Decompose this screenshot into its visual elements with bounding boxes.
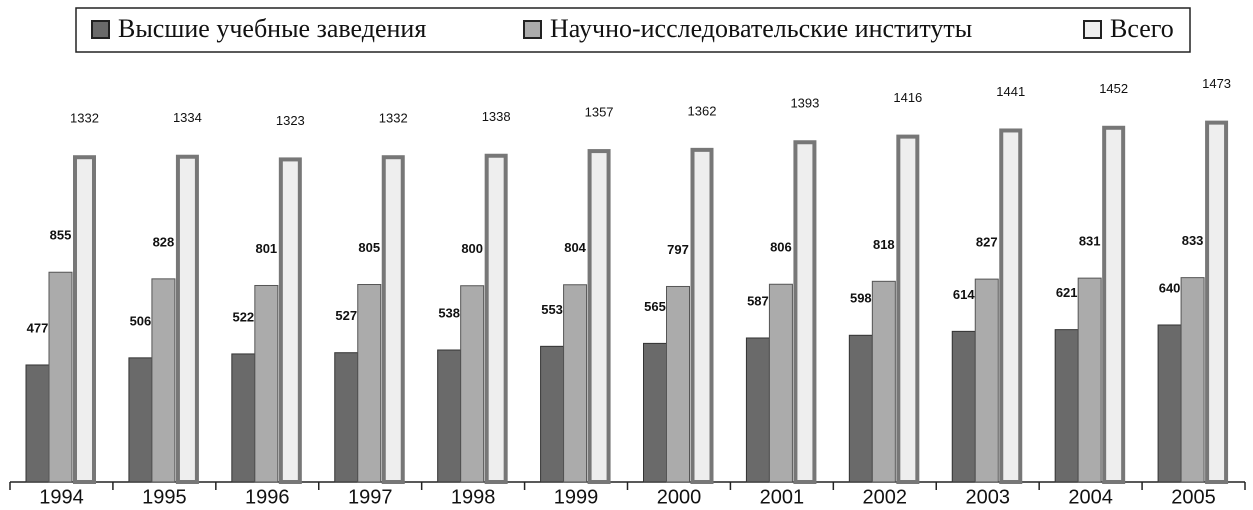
value-label: 827 bbox=[976, 235, 998, 250]
bar bbox=[381, 155, 405, 484]
bar bbox=[666, 285, 690, 483]
value-label: 1323 bbox=[276, 113, 305, 128]
bar bbox=[357, 284, 382, 483]
value-label: 1441 bbox=[996, 84, 1025, 99]
legend-box bbox=[75, 7, 1191, 53]
value-label: 801 bbox=[255, 241, 277, 256]
legend-swatch bbox=[91, 20, 110, 39]
bar bbox=[151, 278, 176, 483]
value-label: 1473 bbox=[1202, 76, 1231, 91]
legend-swatch bbox=[523, 20, 542, 39]
x-tick-label: 1998 bbox=[451, 486, 496, 508]
value-label: 1362 bbox=[688, 103, 717, 118]
value-label: 1357 bbox=[585, 105, 614, 120]
bar bbox=[871, 280, 896, 483]
bar bbox=[1102, 125, 1126, 484]
value-label: 831 bbox=[1079, 234, 1101, 249]
value-label: 805 bbox=[358, 240, 380, 255]
value-label: 1332 bbox=[379, 111, 408, 126]
bar bbox=[643, 342, 667, 483]
bar bbox=[254, 284, 279, 483]
bar bbox=[848, 334, 873, 483]
bar bbox=[896, 134, 920, 484]
bar bbox=[563, 284, 588, 483]
bar bbox=[540, 345, 565, 483]
value-label: 1332 bbox=[70, 111, 99, 126]
legend-swatch bbox=[1083, 20, 1102, 39]
x-tick-label: 1997 bbox=[348, 486, 393, 508]
bar bbox=[175, 154, 199, 484]
bar bbox=[48, 271, 73, 483]
bar bbox=[484, 153, 508, 485]
value-label: 797 bbox=[667, 242, 689, 257]
value-label: 1334 bbox=[173, 110, 202, 125]
x-tick-label: 2002 bbox=[863, 486, 908, 508]
bar bbox=[951, 330, 976, 483]
x-tick-label: 1994 bbox=[39, 486, 84, 508]
legend-label: Всего bbox=[1110, 14, 1174, 43]
value-label: 1338 bbox=[482, 109, 511, 124]
x-tick-label: 2004 bbox=[1068, 486, 1113, 508]
bar bbox=[437, 349, 462, 483]
bar bbox=[768, 283, 793, 483]
bar bbox=[999, 128, 1023, 484]
bar bbox=[278, 157, 302, 484]
value-label: 522 bbox=[232, 309, 254, 324]
bar bbox=[1180, 277, 1205, 483]
value-label: 614 bbox=[953, 287, 975, 302]
bar bbox=[974, 278, 999, 483]
legend-label: Научно-исследовательские институты bbox=[550, 14, 972, 43]
value-label: 1393 bbox=[790, 96, 819, 111]
bar bbox=[334, 352, 359, 483]
x-tick-label: 2005 bbox=[1171, 486, 1216, 508]
bar bbox=[128, 357, 153, 483]
value-label: 640 bbox=[1159, 280, 1181, 295]
x-tick-label: 1996 bbox=[245, 486, 290, 508]
value-label: 1416 bbox=[893, 90, 922, 105]
value-label: 828 bbox=[153, 234, 175, 249]
bar bbox=[690, 147, 714, 485]
bar bbox=[1054, 329, 1079, 483]
value-label: 538 bbox=[438, 305, 460, 320]
value-label: 1452 bbox=[1099, 81, 1128, 96]
value-label: 477 bbox=[27, 320, 49, 335]
bar bbox=[231, 353, 256, 483]
x-tick-label: 1995 bbox=[142, 486, 187, 508]
bar bbox=[1205, 120, 1229, 485]
x-tick-label: 2003 bbox=[965, 486, 1010, 508]
value-label: 553 bbox=[541, 302, 563, 317]
value-label: 598 bbox=[850, 291, 872, 306]
value-label: 855 bbox=[50, 228, 72, 243]
bar bbox=[745, 337, 770, 483]
bar bbox=[793, 140, 817, 484]
x-tick-label: 2001 bbox=[760, 486, 805, 508]
x-tick-label: 1999 bbox=[554, 486, 599, 508]
value-label: 804 bbox=[564, 240, 586, 255]
value-label: 818 bbox=[873, 237, 895, 252]
bar bbox=[1157, 324, 1182, 483]
bar bbox=[25, 364, 50, 483]
value-label: 806 bbox=[770, 240, 792, 255]
value-label: 527 bbox=[335, 308, 357, 323]
value-label: 800 bbox=[461, 241, 483, 256]
value-label: 833 bbox=[1182, 233, 1204, 248]
x-tick-label: 2000 bbox=[657, 486, 702, 508]
value-label: 565 bbox=[644, 299, 666, 314]
bar bbox=[460, 285, 485, 483]
bar bbox=[1077, 277, 1102, 483]
bar bbox=[587, 149, 611, 484]
value-label: 506 bbox=[130, 313, 152, 328]
legend-label: Высшие учебные заведения bbox=[118, 14, 426, 43]
value-label: 621 bbox=[1056, 285, 1078, 300]
bar bbox=[73, 155, 96, 484]
value-label: 587 bbox=[747, 293, 769, 308]
